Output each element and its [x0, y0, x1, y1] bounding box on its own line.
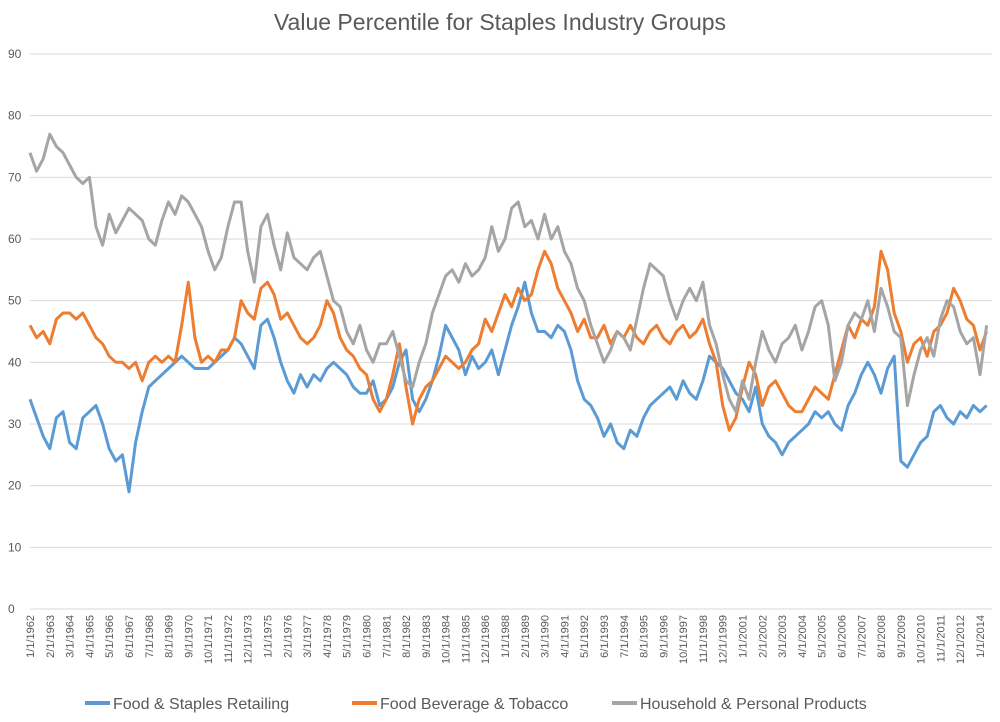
x-tick-label: 10/1/2010	[916, 615, 928, 664]
series-line	[28, 280, 988, 494]
x-tick-label: 8/1/1969	[164, 615, 176, 658]
x-tick-label: 9/1/1996	[658, 615, 670, 658]
series-line	[28, 249, 989, 432]
y-tick-label: 0	[8, 602, 15, 616]
y-tick-label: 10	[8, 540, 22, 554]
x-tick-label: 7/1/1981	[381, 615, 393, 658]
y-tick-label: 40	[8, 355, 22, 369]
x-tick-label: 1/1/2014	[975, 615, 987, 658]
x-tick-label: 5/1/1992	[579, 615, 591, 658]
x-tick-label: 2/1/1989	[520, 615, 532, 658]
x-tick-label: 11/1/2011	[935, 615, 947, 662]
x-tick-label: 3/1/1977	[302, 615, 314, 658]
x-tick-label: 1/1/2001	[738, 615, 750, 658]
x-tick-label: 6/1/1993	[599, 615, 611, 658]
x-tick-label: 11/1/1972	[223, 615, 235, 663]
x-tick-label: 1/1/1962	[25, 615, 37, 658]
x-tick-label: 4/1/1978	[322, 615, 334, 658]
x-tick-label: 1/1/1975	[263, 615, 275, 658]
x-tick-label: 10/1/1997	[678, 615, 690, 664]
x-tick-label: 11/1/1998	[698, 615, 710, 663]
y-tick-label: 80	[8, 109, 22, 123]
x-tick-label: 3/1/2003	[777, 615, 789, 658]
x-tick-label: 12/1/1986	[480, 615, 492, 664]
x-tick-label: 2/1/1976	[282, 615, 294, 658]
legend-label: Food & Staples Retailing	[113, 696, 289, 713]
x-tick-label: 7/1/2007	[856, 615, 868, 658]
x-tick-label: 5/1/1966	[104, 615, 116, 658]
y-tick-label: 20	[8, 479, 22, 493]
x-tick-label: 6/1/1980	[361, 615, 373, 658]
x-tick-label: 10/1/1984	[441, 615, 453, 664]
legend-label: Food Beverage & Tobacco	[380, 696, 568, 713]
x-tick-label: 5/1/1979	[342, 615, 354, 658]
y-tick-label: 30	[8, 417, 22, 431]
x-tick-label: 4/1/2004	[797, 615, 809, 658]
x-tick-label: 12/1/1973	[243, 615, 255, 664]
legend-label: Household & Personal Products	[640, 696, 867, 713]
x-tick-label: 11/1/1985	[460, 615, 472, 663]
x-tick-label: 2/1/1963	[45, 615, 57, 658]
y-tick-label: 90	[8, 47, 22, 61]
x-tick-label: 1/1/1988	[500, 615, 512, 658]
series-line	[28, 132, 989, 414]
x-tick-label: 8/1/1995	[639, 615, 651, 658]
y-tick-label: 60	[8, 232, 22, 246]
x-tick-label: 9/1/1983	[421, 615, 433, 658]
x-tick-label: 12/1/1999	[718, 615, 730, 664]
x-tick-label: 5/1/2005	[817, 615, 829, 658]
x-tick-label: 8/1/2008	[876, 615, 888, 658]
x-tick-label: 4/1/1965	[84, 615, 96, 658]
x-tick-label: 9/1/2009	[896, 615, 908, 658]
x-tick-label: 9/1/1970	[183, 615, 195, 658]
chart-title: Value Percentile for Staples Industry Gr…	[274, 9, 726, 35]
x-tick-label: 6/1/2006	[836, 615, 848, 658]
x-tick-label: 3/1/1964	[65, 615, 77, 658]
x-tick-label: 12/1/2012	[955, 615, 967, 664]
x-tick-label: 8/1/1982	[401, 615, 413, 658]
y-tick-label: 50	[8, 294, 22, 308]
x-tick-label: 6/1/1967	[124, 615, 136, 658]
x-tick-label: 10/1/1971	[203, 615, 215, 664]
x-tick-label: 7/1/1968	[144, 615, 156, 658]
x-tick-label: 7/1/1994	[619, 615, 631, 658]
x-tick-label: 3/1/1990	[540, 615, 552, 658]
y-tick-label: 70	[8, 170, 22, 184]
x-tick-label: 4/1/1991	[559, 615, 571, 658]
x-tick-label: 2/1/2002	[757, 615, 769, 658]
